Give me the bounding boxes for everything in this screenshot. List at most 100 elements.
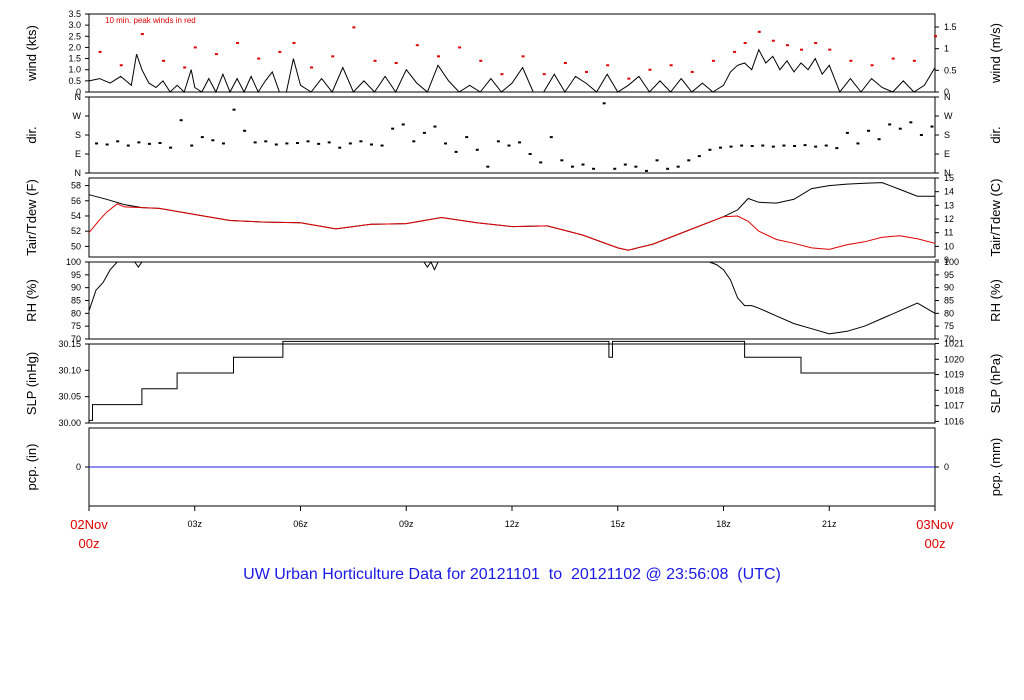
slp-ytick-label-right: 1020 <box>944 354 964 364</box>
panel-rh <box>85 260 939 340</box>
dir-direction-point <box>454 150 458 153</box>
wind-peak-point <box>563 62 567 65</box>
dir-direction-point <box>655 159 659 162</box>
dir-direction-point <box>444 142 448 145</box>
dir-direction-point <box>391 127 395 130</box>
dir-direction-point <box>793 144 796 147</box>
rh-ytick-label-right: 80 <box>944 308 954 318</box>
wind-wind-line <box>88 48 936 94</box>
wind-peak-point <box>627 77 631 80</box>
wind-peak-point <box>690 70 694 73</box>
slp-ytick-label-right: 1019 <box>944 370 964 380</box>
dir-ytick-label-left: N <box>75 168 82 178</box>
pcp-ylabel-right: pcp. (mm) <box>988 438 1003 497</box>
wind-peak-point <box>394 62 398 65</box>
wind-peak-point <box>98 50 102 53</box>
wind-peak-point <box>373 59 377 62</box>
dir-ytick-label-right: N <box>944 92 951 102</box>
dir-direction-point <box>338 146 342 149</box>
dir-direction-point <box>708 148 712 151</box>
dir-direction-point <box>221 142 225 145</box>
x-tick-label: 03z <box>187 519 202 529</box>
dir-direction-point <box>877 138 881 141</box>
temp-ytick-label-left: 56 <box>71 196 81 206</box>
footer-title: UW Urban Horticulture Data for 20121101 … <box>243 566 781 583</box>
panel-pcp <box>85 427 939 507</box>
wind-peak-point <box>331 55 335 58</box>
x-tick-label: 06z <box>293 519 308 529</box>
wind-frame <box>88 13 936 93</box>
dir-direction-point <box>666 167 670 170</box>
wind-peak-point <box>743 41 747 44</box>
slp-ytick-label-right: 1017 <box>944 401 964 411</box>
x-tick-label: 02Nov <box>70 517 108 532</box>
dir-direction-point <box>539 161 543 164</box>
wind-peak-point <box>458 46 462 49</box>
dir-frame <box>88 96 936 174</box>
dir-direction-point <box>771 145 775 148</box>
dir-direction-point <box>740 144 744 147</box>
dir-direction-point <box>602 102 606 105</box>
panel-wind <box>85 13 939 94</box>
rh-ytick-label-left: 70 <box>71 334 81 344</box>
dir-direction-point <box>274 143 278 146</box>
x-tick-label: 15z <box>610 519 625 529</box>
wind-peak-point <box>828 48 832 51</box>
dir-direction-point <box>380 144 384 147</box>
wind-ytick-label-left: 3.5 <box>68 9 81 19</box>
wind-peak-point <box>236 41 240 44</box>
wind-peak-point <box>500 73 504 76</box>
rh-ytick-label-left: 75 <box>71 321 81 331</box>
wind-ytick-label-right: 1.5 <box>944 22 957 32</box>
wind-ytick-label-right: 1 <box>944 44 949 54</box>
dir-ytick-label-right: E <box>944 149 950 159</box>
x-tick-label-sub: 00z <box>925 536 946 551</box>
dir-direction-point <box>253 141 257 144</box>
dir-direction-point <box>190 144 194 147</box>
rh-ytick-label-left: 80 <box>71 308 81 318</box>
dir-direction-point <box>570 165 574 168</box>
wind-peak-point <box>310 66 314 69</box>
slp-SLP-line <box>89 340 935 421</box>
dir-ytick-label-right: N <box>944 168 951 178</box>
temp-frame <box>88 177 936 258</box>
wind-ytick-label-left: 2.0 <box>68 42 81 52</box>
wind-peak-point <box>542 73 546 76</box>
x-tick-label: 18z <box>716 519 731 529</box>
wind-ytick-label-left: 0 <box>76 87 81 97</box>
slp-ytick-label-right: 1018 <box>944 385 964 395</box>
temp-ytick-label-right: 12 <box>944 214 954 224</box>
dir-direction-point <box>888 123 892 126</box>
dir-direction-point <box>327 141 331 144</box>
wind-peak-point <box>648 68 652 71</box>
wind-peak-point <box>436 55 440 58</box>
dir-direction-point <box>750 144 754 147</box>
temp-ytick-label-right: 15 <box>944 173 954 183</box>
slp-ylabel-left: SLP (inHg) <box>24 352 39 415</box>
wind-peak-point <box>119 64 123 67</box>
dir-ytick-label-left: W <box>73 111 82 121</box>
dir-direction-point <box>158 142 162 145</box>
wind-ytick-label-left: 1.5 <box>68 54 81 64</box>
wind-peak-point <box>606 64 610 67</box>
dir-ytick-label-left: S <box>75 130 81 140</box>
wind-ylabel-left: wind (kts) <box>24 25 39 82</box>
dir-direction-point <box>95 142 99 145</box>
temp-ytick-label-right: 11 <box>944 228 953 238</box>
dir-direction-point <box>211 139 215 142</box>
dir-direction-point <box>169 146 173 149</box>
dir-direction-point <box>898 127 902 130</box>
wind-peak-point <box>183 66 187 69</box>
dir-direction-point <box>105 143 109 146</box>
dir-direction-point <box>306 140 310 143</box>
dir-direction-point <box>243 129 247 132</box>
dir-direction-point <box>803 144 807 147</box>
wind-peak-point <box>257 57 261 60</box>
wind-ytick-label-right: 0.5 <box>944 65 957 75</box>
wind-peak-point <box>521 55 525 58</box>
dir-ytick-label-left: N <box>75 92 82 102</box>
dir-direction-point <box>433 125 437 128</box>
dir-direction-point <box>845 131 849 134</box>
dir-direction-point <box>560 159 564 162</box>
wind-annotation: 10 min. peak winds in red <box>105 16 196 25</box>
